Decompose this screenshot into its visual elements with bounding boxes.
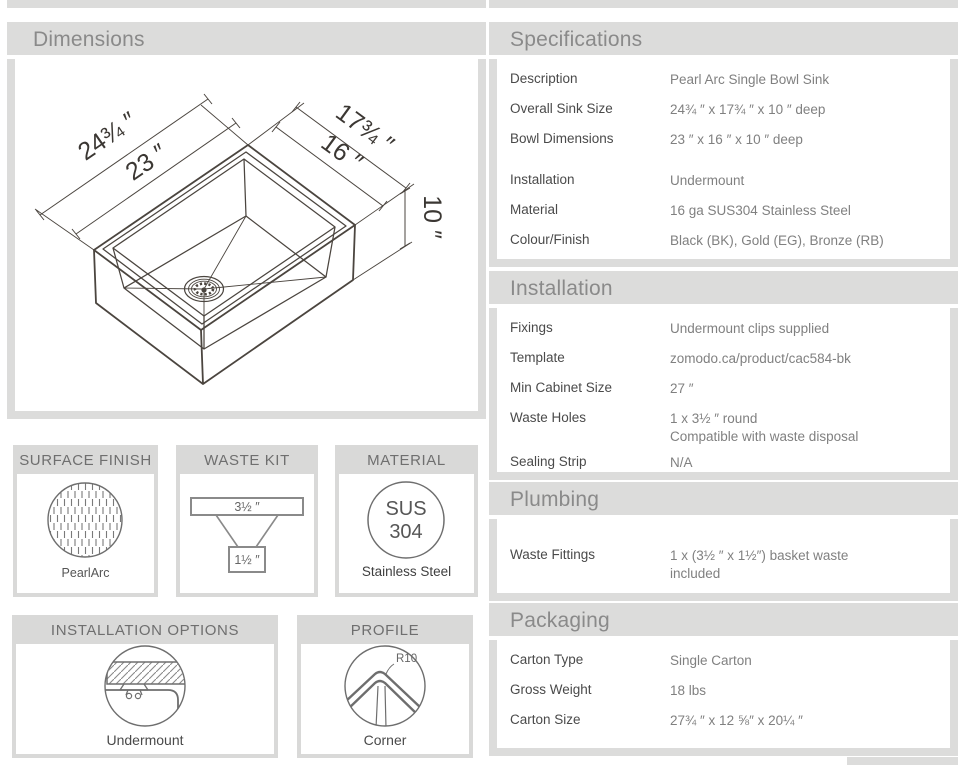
spec-row-min-cabinet-size: Min Cabinet Size 27 ″ <box>510 380 694 396</box>
packaging-title: Packaging <box>489 603 958 640</box>
spec-row-installation: Installation Undermount <box>510 172 745 188</box>
installation-options-title: INSTALLATION OPTIONS <box>50 622 240 639</box>
pearlarc-texture-icon <box>47 482 123 558</box>
waste-kit-bottom-label: 1½ ″ <box>234 553 260 567</box>
dimensions-panel: Dimensions 24¾ ″ 23 ″ 17¾ ″ 16 ″ 10 ″ <box>7 22 486 419</box>
profile-caption: Corner <box>363 732 407 748</box>
spec-row-carton-type: Carton Type Single Carton <box>510 652 752 668</box>
profile-title: PROFILE <box>350 622 420 639</box>
spec-sheet-right-column: Specifications Description Pearl Arc Sin… <box>489 0 958 756</box>
plumbing-panel: Plumbing Waste Fittings 1 x (3½ ″ x 1½″)… <box>489 482 958 601</box>
drain-strainer-icon <box>183 275 225 303</box>
surface-finish-card: SURFACE FINISH PearlArc <box>13 445 158 597</box>
material-line2: 304 <box>389 521 422 543</box>
installation-panel: Installation Fixings Undermount clips su… <box>489 271 958 480</box>
spec-row-sealing-strip: Sealing Strip N/A <box>510 454 693 470</box>
top-strip-left <box>7 0 486 8</box>
installation-options-card: INSTALLATION OPTIONS Undermount <box>12 615 278 758</box>
installation-options-caption: Undermount <box>106 732 184 748</box>
plumbing-title: Plumbing <box>489 482 958 519</box>
dim-label-height: 10 ″ <box>418 195 446 239</box>
bottom-strip-right <box>847 757 958 765</box>
spec-row-carton-size: Carton Size 27¾ ″ x 12 ⅝″ x 20¼ ″ <box>510 712 803 728</box>
sus304-badge-icon: SUS 304 <box>367 481 445 559</box>
spec-row-template: Template zomodo.ca/product/cac584-bk <box>510 350 851 366</box>
dim-label-bowl-width: 23 ″ <box>121 138 173 186</box>
waste-kit-top-label: 3½ ″ <box>234 500 260 514</box>
spec-row-gross-weight: Gross Weight 18 lbs <box>510 682 707 698</box>
spec-row-bowl-dimensions: Bowl Dimensions 23 ″ x 16 ″ x 10 ″ deep <box>510 131 803 147</box>
spec-row-material: Material 16 ga SUS304 Stainless Steel <box>510 202 851 218</box>
material-line1: SUS <box>385 498 426 520</box>
material-caption: Stainless Steel <box>361 564 452 579</box>
packaging-panel: Packaging Carton Type Single Carton Gros… <box>489 603 958 756</box>
specifications-panel: Specifications Description Pearl Arc Sin… <box>489 22 958 267</box>
spec-row-description: Description Pearl Arc Single Bowl Sink <box>510 71 830 87</box>
spec-row-overall-size: Overall Sink Size 24¾ ″ x 17¾ ″ x 10 ″ d… <box>510 101 826 117</box>
profile-card: PROFILE R10 Corner <box>297 615 473 758</box>
waste-kit-title: WASTE KIT <box>204 452 290 469</box>
specifications-title: Specifications <box>489 22 958 59</box>
waste-kit-card: WASTE KIT 3½ ″ 1½ ″ <box>176 445 318 597</box>
material-title: MATERIAL <box>367 452 446 469</box>
spec-row-waste-fittings: Waste Fittings 1 x (3½ ″ x 1½″) basket w… <box>510 547 849 581</box>
waste-kit-icon: 3½ ″ 1½ ″ <box>190 497 304 573</box>
installation-title: Installation <box>489 271 958 308</box>
top-strip-right <box>489 0 958 8</box>
surface-finish-title: SURFACE FINISH <box>19 452 152 469</box>
spec-row-waste-holes: Waste Holes 1 x 3½ ″ round Compatible wi… <box>510 410 859 444</box>
surface-finish-caption: PearlArc <box>61 566 110 580</box>
material-card: MATERIAL SUS 304 Stainless Steel <box>335 445 478 597</box>
profile-radius-label: R10 <box>396 653 417 665</box>
spec-row-colour-finish: Colour/Finish Black (BK), Gold (EG), Bro… <box>510 232 884 248</box>
corner-profile-icon: R10 <box>344 645 426 727</box>
spec-row-fixings: Fixings Undermount clips supplied <box>510 320 830 336</box>
undermount-clip-icon <box>104 645 186 727</box>
dimensions-title: Dimensions <box>7 22 486 59</box>
sink-technical-drawing: 24¾ ″ 23 ″ 17¾ ″ 16 ″ 10 ″ <box>34 93 446 385</box>
